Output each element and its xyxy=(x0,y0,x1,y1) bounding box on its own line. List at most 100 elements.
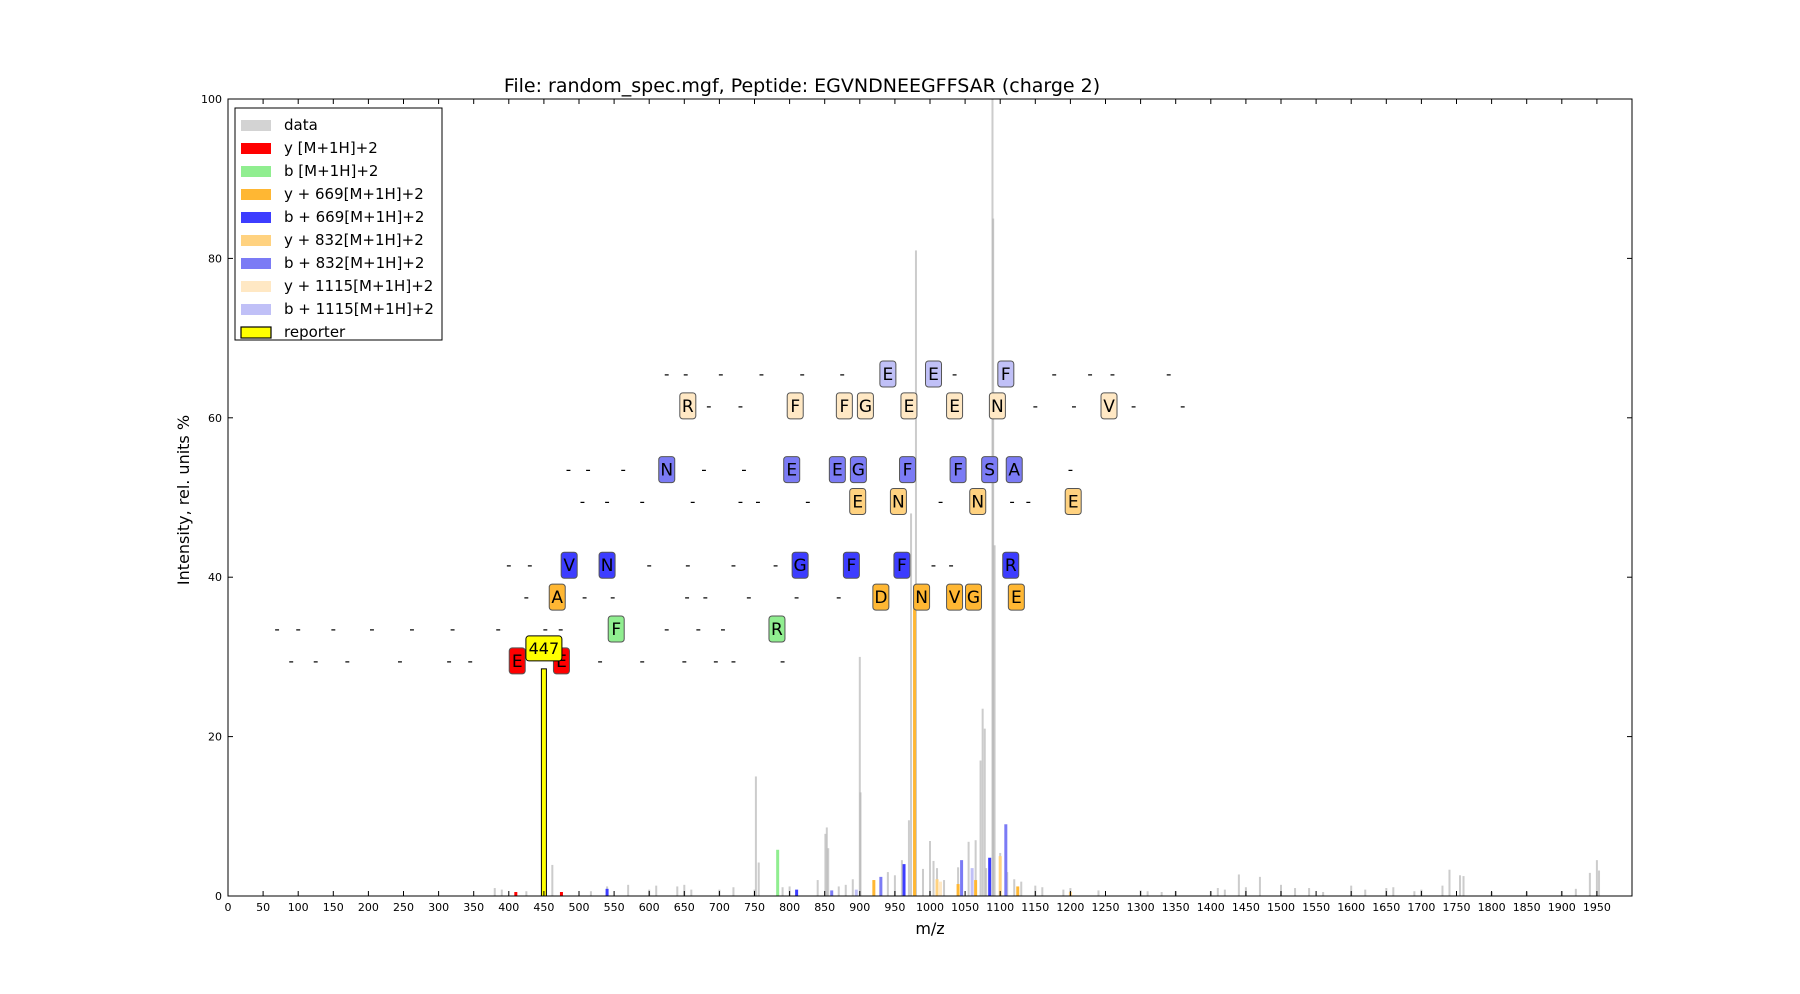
ion-label-box xyxy=(849,487,867,515)
ion-label-dash: - xyxy=(840,365,845,383)
ion-label-box xyxy=(607,615,625,643)
ion-label-box xyxy=(835,392,853,420)
ion-label-dash: - xyxy=(369,620,374,638)
ion-label-box xyxy=(1002,551,1020,579)
x-tick-label: 1300 xyxy=(1127,901,1155,914)
data-peak xyxy=(974,840,977,896)
ion-label-box xyxy=(872,583,890,611)
ion-label-dash: - xyxy=(1033,397,1038,415)
ion-label: E xyxy=(949,397,960,417)
chart-title: File: random_spec.mgf, Peptide: EGVNDNEE… xyxy=(504,75,1100,97)
ion-label-dash: - xyxy=(1071,397,1076,415)
ion-label: G xyxy=(859,397,872,417)
data-peak xyxy=(1322,892,1325,896)
legend-entry: b + 832[M+1H]+2 xyxy=(284,254,424,272)
annotated-peak xyxy=(879,876,883,896)
x-tick-label: 250 xyxy=(393,901,414,914)
x-tick-label: 900 xyxy=(849,901,870,914)
ion-label: E xyxy=(904,397,915,417)
ion-label: F xyxy=(903,461,913,481)
ion-label-box xyxy=(1064,487,1082,515)
data-peak xyxy=(1237,874,1240,896)
data-peak xyxy=(1146,891,1149,896)
x-tick-label: 1050 xyxy=(951,901,979,914)
data-peak xyxy=(900,860,903,896)
ion-label-dash: - xyxy=(952,365,957,383)
ion-label-box xyxy=(1007,583,1025,611)
data-peak xyxy=(1459,875,1462,896)
data-peak xyxy=(979,760,982,896)
x-tick-label: 1700 xyxy=(1407,901,1435,914)
reporter-label-box xyxy=(525,635,563,662)
ion-label-dash: - xyxy=(701,461,706,479)
data-peak xyxy=(1598,870,1601,896)
data-peak xyxy=(981,708,984,896)
data-peak xyxy=(824,833,827,896)
ion-label-box xyxy=(889,487,907,515)
x-tick-label: 350 xyxy=(463,901,484,914)
data-peak xyxy=(914,250,917,896)
annotated-peak xyxy=(960,860,964,896)
annotated-peak xyxy=(956,884,960,896)
ion-label-dash: - xyxy=(604,492,609,510)
data-peak xyxy=(858,656,861,896)
annotated-peak xyxy=(939,881,943,896)
data-peak xyxy=(1462,876,1465,896)
y-tick-label: 20 xyxy=(208,731,222,744)
data-peak xyxy=(1595,860,1598,896)
ion-label-dash: - xyxy=(274,620,279,638)
annotated-peak xyxy=(605,888,609,896)
ion-label-box xyxy=(598,551,616,579)
ion-label: F xyxy=(839,397,849,417)
ion-label-dash: - xyxy=(682,652,687,670)
y-axis-label: Intensity, rel. units % xyxy=(174,415,193,585)
x-tick-label: 500 xyxy=(569,901,590,914)
ion-label-box xyxy=(849,456,867,484)
x-tick-label: 1150 xyxy=(1021,901,1049,914)
ion-label-dash: - xyxy=(1180,397,1185,415)
ion-label-box xyxy=(925,360,943,388)
ion-label-dash: - xyxy=(331,620,336,638)
data-peak xyxy=(1294,888,1297,896)
ion-label-dash: - xyxy=(496,620,501,638)
ion-label-box xyxy=(786,392,804,420)
ion-label-dash: - xyxy=(467,652,472,670)
ion-label-dash: - xyxy=(585,461,590,479)
ion-label-dash: - xyxy=(746,588,751,606)
x-tick-label: 1450 xyxy=(1232,901,1260,914)
data-peak xyxy=(943,880,946,896)
data-peak xyxy=(627,884,630,896)
data-peak xyxy=(1392,887,1395,896)
x-tick-label: 950 xyxy=(884,901,905,914)
x-tick-label: 600 xyxy=(639,901,660,914)
annotated-peak xyxy=(559,892,563,896)
legend-swatch xyxy=(241,189,271,200)
legend-swatch xyxy=(241,212,271,223)
legend-entry: y + 669[M+1H]+2 xyxy=(284,185,424,203)
data-peak xyxy=(589,891,592,896)
ion-label-dash: - xyxy=(639,492,644,510)
ion-label-dash: - xyxy=(543,620,548,638)
data-peak xyxy=(910,513,913,896)
ion-label-box xyxy=(783,456,801,484)
legend-swatch xyxy=(241,166,271,177)
x-tick-label: 1750 xyxy=(1443,901,1471,914)
ion-label-dash: - xyxy=(450,620,455,638)
annotated-peak xyxy=(830,890,834,896)
ion-label: N xyxy=(991,397,1004,417)
ion-label-box xyxy=(768,615,786,643)
data-peak xyxy=(1364,889,1367,896)
ion-label-dash: - xyxy=(1068,461,1073,479)
annotated-peak xyxy=(776,849,780,896)
ion-label-box xyxy=(879,360,897,388)
ion-label-dash: - xyxy=(685,556,690,574)
data-peak xyxy=(525,891,528,896)
y-tick-label: 100 xyxy=(201,93,222,106)
x-tick-label: 450 xyxy=(533,901,554,914)
ion-label-dash: - xyxy=(836,588,841,606)
ion-label-dash: - xyxy=(720,620,725,638)
ion-label-dash: - xyxy=(1166,365,1171,383)
ion-label-box xyxy=(508,647,526,675)
data-peak xyxy=(1588,872,1591,896)
data-peak xyxy=(851,879,854,896)
